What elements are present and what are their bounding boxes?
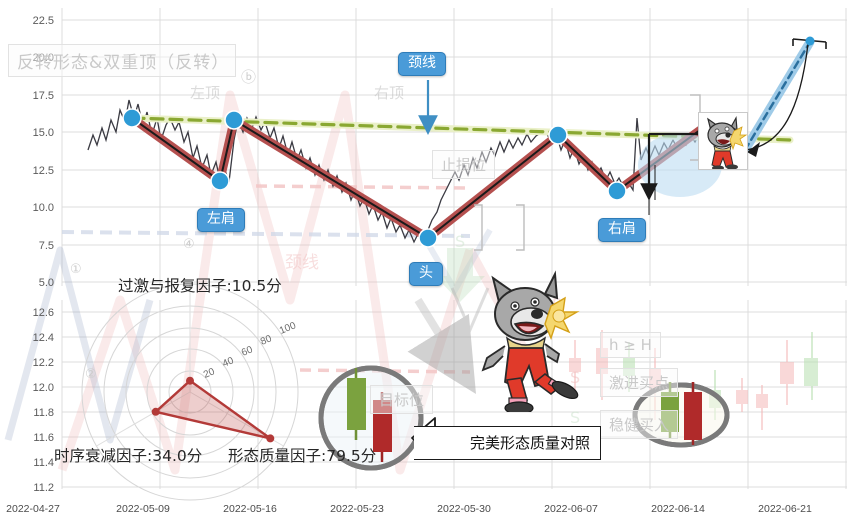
watermark-marker-1: ①: [70, 262, 82, 277]
upper-grid: [61, 8, 847, 286]
watermark-title: 反转形态&双重顶（反转）: [8, 44, 236, 77]
radar-label-pattern-quality: 形态质量因子:79.5分: [228, 447, 377, 465]
watermark-aggressive-buy: 激进买点: [600, 368, 679, 397]
y-tick-1: 20.0: [33, 52, 54, 64]
reference-candle-pair-top: [347, 368, 702, 462]
target-projection-arrow: [740, 36, 827, 157]
y2-tick-7: 11.2: [33, 482, 54, 494]
watermark-stoploss: 止损位: [432, 150, 496, 179]
radar-chart: 20 40 60 80 100: [81, 283, 299, 501]
x-tick-0: 2022-04-27: [6, 503, 60, 515]
label-right-shoulder[interactable]: 右肩: [598, 218, 646, 243]
label-left-shoulder[interactable]: 左肩: [197, 208, 245, 233]
ghost-dashed-neckline: [61, 184, 471, 374]
upper-y-axis-ticks: 22.5 20.0 17.5 15.0 12.5 10.0 7.5 5.0: [33, 15, 54, 289]
y2-tick-2: 12.2: [33, 357, 54, 369]
x-tick-1: 2022-05-09: [116, 503, 170, 515]
watermark-letter-s-red: S: [570, 368, 581, 387]
radar-tick-80: 80: [259, 333, 274, 348]
watermark-neckline-faded: 颈线: [285, 253, 319, 273]
x-axis-ticks: 2022-04-27 2022-05-09 2022-05-16 2022-05…: [6, 503, 812, 515]
label-head[interactable]: 头: [409, 262, 443, 287]
watermark-letter-s-green2: S: [570, 408, 581, 427]
x-tick-6: 2022-06-14: [651, 503, 705, 515]
lower-y-axis-ticks: 12.6 12.4 12.2 12.0 11.8 11.6 11.4 11.2: [33, 307, 54, 494]
y-tick-5: 10.0: [33, 202, 54, 214]
y-tick-2: 17.5: [33, 90, 54, 102]
candle-highlight-circles-stroke: [318, 365, 730, 471]
y2-tick-5: 11.6: [33, 432, 54, 444]
down-arrow-watermark: [435, 248, 485, 302]
wolf-cartoon-framed-sticker: [698, 112, 748, 170]
watermark-marker-b: ⓑ: [241, 68, 257, 86]
wolf-cartoon-sticker: [481, 270, 580, 412]
x-tick-3: 2022-05-23: [330, 503, 384, 515]
radar-label-overreaction: 过激与报复因子:10.5分: [118, 277, 282, 295]
y-tick-4: 12.5: [33, 165, 54, 177]
measure-bracket: [640, 132, 704, 215]
watermark-marker-2: ②: [85, 367, 97, 382]
x-tick-7: 2022-06-21: [758, 503, 812, 515]
y-tick-7: 5.0: [39, 277, 54, 289]
radar-tick-60: 60: [240, 344, 255, 359]
x-tick-5: 2022-06-07: [544, 503, 598, 515]
y2-tick-4: 11.8: [33, 407, 54, 419]
y-tick-3: 15.0: [33, 127, 54, 139]
watermark-marker-4: ④: [183, 237, 195, 252]
y-tick-6: 7.5: [39, 240, 54, 252]
radar-label-time-decay: 时序衰减因子:34.0分: [54, 447, 203, 465]
y2-tick-1: 12.4: [33, 332, 54, 344]
y2-tick-0: 12.6: [33, 307, 54, 319]
y-tick-0: 22.5: [33, 15, 54, 27]
watermark-h-ge-H: h ≥ H: [600, 332, 661, 358]
pattern-nodes: [122, 108, 627, 248]
x-tick-2: 2022-05-16: [223, 503, 277, 515]
label-neckline[interactable]: 颈线: [398, 52, 446, 77]
watermark-left-top: 左顶: [190, 84, 221, 102]
radar-tick-40: 40: [221, 355, 236, 370]
watermark-letter-h-red: h: [552, 292, 563, 311]
callout-quality-comparison[interactable]: 完美形态质量对照: [414, 426, 602, 460]
gray-down-arrow-watermark: [407, 287, 490, 395]
radar-tick-100: 100: [278, 320, 298, 337]
radar-tick-20: 20: [202, 366, 217, 381]
x-tick-4: 2022-05-30: [437, 503, 491, 515]
watermark-steady-buy: 稳健买入: [600, 410, 679, 439]
y2-tick-3: 12.0: [33, 382, 54, 394]
watermark-letter-s-green: S: [455, 232, 466, 251]
watermark-right-top: 右顶: [374, 84, 405, 102]
watermark-target: 目标位: [370, 385, 434, 414]
y2-tick-6: 11.4: [33, 457, 54, 469]
